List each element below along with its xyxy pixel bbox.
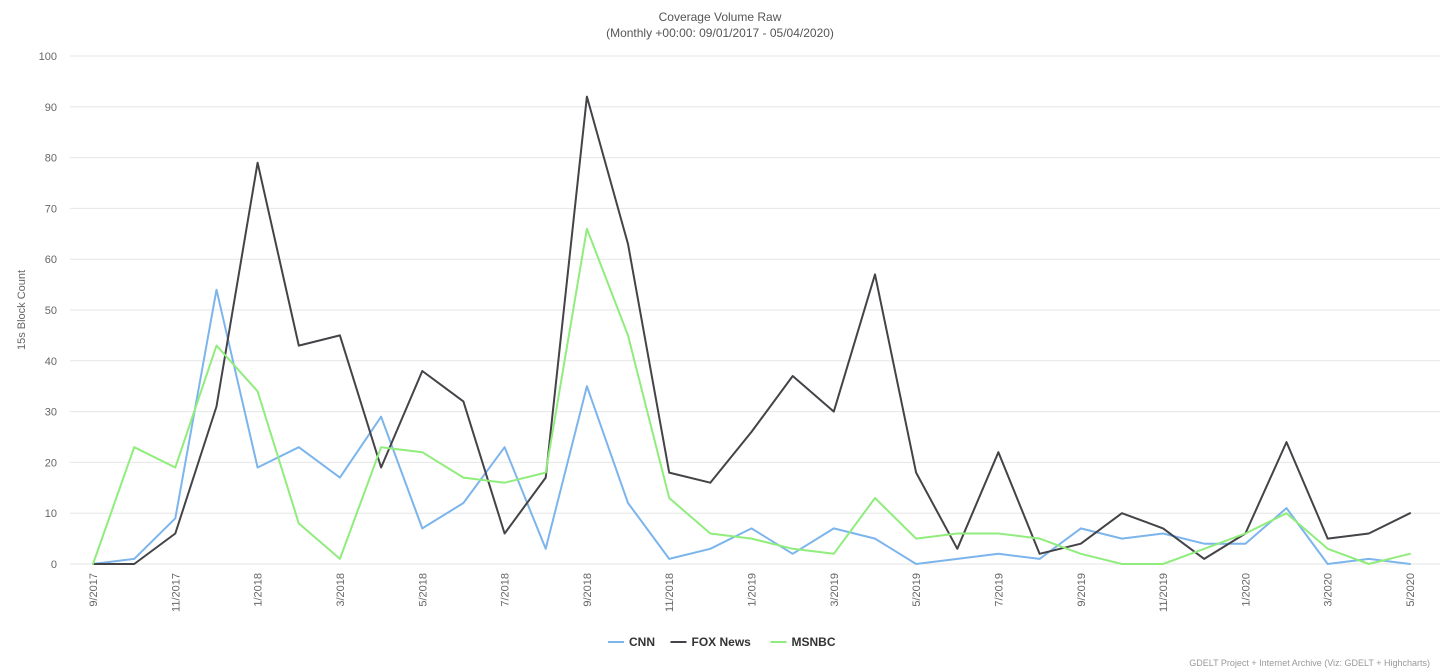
- x-tick-label: 11/2018: [664, 573, 676, 612]
- legend-label: FOX News: [692, 635, 752, 649]
- x-tick-label: 9/2017: [88, 573, 100, 607]
- y-axis-title: 15s Block Count: [16, 270, 28, 350]
- x-tick-label: 9/2018: [582, 573, 594, 607]
- x-tick-label: 7/2018: [500, 573, 512, 607]
- y-tick-label: 80: [45, 153, 57, 165]
- legend-item-fox-news[interactable]: FOX News: [670, 635, 752, 649]
- chart-subtitle: (Monthly +00:00: 09/01/2017 - 05/04/2020…: [606, 26, 834, 40]
- y-tick-label: 90: [45, 102, 57, 114]
- y-tick-label: 50: [45, 305, 57, 317]
- series-line-cnn[interactable]: [92, 288, 1411, 565]
- x-tick-label: 11/2019: [1158, 573, 1170, 612]
- y-tick-label: 10: [45, 508, 57, 520]
- legend[interactable]: CNN FOX News MSNBC: [608, 635, 836, 649]
- x-tick-label: 1/2018: [253, 573, 265, 607]
- grid-layer: [70, 55, 1440, 565]
- y-tick-label: 70: [45, 203, 57, 215]
- x-tick-label: 1/2019: [747, 573, 759, 607]
- x-axis-ticks: 9/2017 11/2017 1/2018 3/2018 5/2018 7/2018 9/2…: [88, 573, 1417, 612]
- y-axis-ticks: 0 10 20 30 40 50 60 70 80 90 100: [39, 51, 57, 571]
- y-tick-label: 60: [45, 254, 57, 266]
- legend-item-cnn[interactable]: CNN: [608, 635, 655, 649]
- x-tick-label: 5/2019: [911, 573, 923, 607]
- x-tick-label: 11/2017: [170, 573, 182, 612]
- y-tick-label: 20: [45, 457, 57, 469]
- legend-label: MSNBC: [792, 635, 836, 649]
- x-tick-label: 3/2020: [1323, 573, 1335, 607]
- y-tick-label: 0: [51, 559, 57, 571]
- x-tick-label: 5/2020: [1405, 573, 1417, 607]
- y-tick-label: 100: [39, 51, 57, 63]
- y-tick-label: 30: [45, 407, 57, 419]
- x-tick-label: 9/2019: [1076, 573, 1088, 607]
- legend-item-msnbc[interactable]: MSNBC: [770, 635, 836, 649]
- x-tick-label: 3/2019: [829, 573, 841, 607]
- y-tick-label: 40: [45, 356, 57, 368]
- x-tick-label: 1/2020: [1240, 573, 1252, 607]
- x-tick-label: 3/2018: [335, 573, 347, 607]
- credits[interactable]: GDELT Project + Internet Archive (Viz: G…: [1189, 658, 1430, 668]
- x-tick-label: 5/2018: [417, 573, 429, 607]
- series-layer: [92, 95, 1411, 565]
- x-tick-label: 7/2019: [993, 573, 1005, 607]
- series-line-fox-news[interactable]: [92, 95, 1411, 565]
- chart-title: Coverage Volume Raw: [659, 10, 782, 24]
- series-line-msnbc[interactable]: [92, 227, 1411, 565]
- legend-label: CNN: [629, 635, 655, 649]
